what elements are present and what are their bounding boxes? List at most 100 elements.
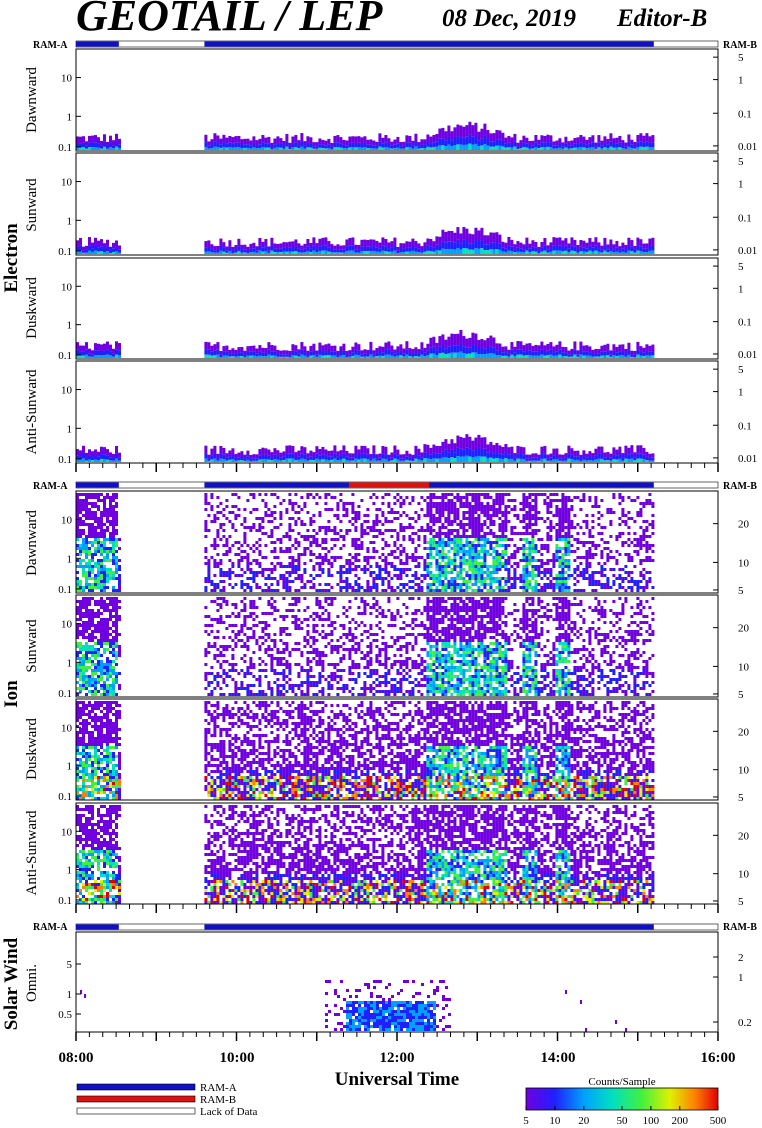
spectrogram-cell <box>109 351 112 356</box>
spectrogram-cell <box>504 565 508 568</box>
spectrogram-cell <box>228 459 232 462</box>
spectrogram-cell <box>76 502 79 505</box>
spectrogram-cell <box>543 544 547 547</box>
spectrogram-cell <box>438 505 442 508</box>
spectrogram-cell <box>88 559 91 562</box>
spectrogram-cell <box>88 660 91 663</box>
spectrogram-cell <box>522 454 526 460</box>
spectrogram-cell <box>411 356 415 358</box>
spectrogram-cell <box>399 142 403 147</box>
spectrogram-cell <box>447 544 451 547</box>
spectrogram-cell <box>213 252 217 254</box>
spectrogram-cell <box>510 553 514 556</box>
spectrogram-cell <box>597 251 601 254</box>
spectrogram-cell <box>318 250 322 254</box>
spectrogram-cell <box>486 532 490 535</box>
spectrogram-cell <box>112 529 115 532</box>
spectrogram-cell <box>474 520 478 523</box>
spectrogram-cell <box>270 142 274 147</box>
spectrogram-cell <box>249 248 253 253</box>
spectrogram-cell <box>642 559 646 562</box>
spectrogram-cell <box>282 580 286 583</box>
spectrogram-cell <box>100 675 103 678</box>
spectrogram-cell <box>393 237 397 246</box>
spectrogram-cell <box>411 140 415 146</box>
spectrogram-cell <box>636 586 640 589</box>
spectrogram-cell <box>582 355 586 358</box>
spectrogram-cell <box>103 589 106 592</box>
spectrogram-cell <box>76 666 79 669</box>
spectrogram-cell <box>558 547 562 550</box>
spectrogram-cell <box>543 502 547 505</box>
spectrogram-cell <box>330 547 334 550</box>
spectrogram-cell <box>519 586 523 589</box>
spectrogram-cell <box>240 574 244 577</box>
spectrogram-cell <box>492 445 496 454</box>
spectrogram-cell <box>576 356 580 358</box>
spectrogram-cell <box>621 350 625 356</box>
spectrogram-cell <box>324 493 328 496</box>
spectrogram-cell <box>372 502 376 505</box>
spectrogram-cell <box>118 343 121 351</box>
spectrogram-cell <box>82 630 85 633</box>
spectrogram-cell <box>79 502 82 505</box>
spectrogram-cell <box>471 550 475 553</box>
spectrogram-cell <box>585 248 589 252</box>
spectrogram-cell <box>504 508 508 511</box>
spectrogram-cell <box>585 553 589 556</box>
spectrogram-cell <box>282 583 286 586</box>
spectrogram-cell <box>88 517 91 520</box>
spectrogram-cell <box>468 233 472 244</box>
spectrogram-cell <box>450 439 454 450</box>
spectrogram-cell <box>501 532 505 535</box>
spectrogram-cell <box>483 505 487 508</box>
spectrogram-cell <box>627 141 631 147</box>
spectrogram-cell <box>549 574 553 577</box>
spectrogram-cell <box>495 508 499 511</box>
spectrogram-cell <box>477 565 481 568</box>
spectrogram-cell <box>396 535 400 538</box>
spectrogram-cell <box>306 142 310 148</box>
spectrogram-cell <box>510 349 514 355</box>
spectrogram-cell <box>633 499 637 502</box>
spectrogram-cell <box>435 458 439 462</box>
spectrogram-cell <box>432 589 436 592</box>
spectrogram-cell <box>648 351 652 356</box>
spectrogram-cell <box>537 345 541 352</box>
spectrogram-cell <box>357 577 361 580</box>
spectrogram-cell <box>642 568 646 571</box>
spectrogram-cell <box>546 249 550 253</box>
spectrogram-cell <box>435 133 439 142</box>
spectrogram-cell <box>390 351 394 356</box>
spectrogram-cell <box>112 517 115 520</box>
spectrogram-cell <box>276 147 280 150</box>
spectrogram-cell <box>387 493 391 496</box>
spectrogram-cell <box>91 684 94 687</box>
spectrogram-cell <box>444 562 448 565</box>
spectrogram-cell <box>76 681 79 684</box>
spectrogram-cell <box>100 529 103 532</box>
spectrogram-cell <box>453 452 457 459</box>
spectrogram-cell <box>118 457 121 461</box>
spectrogram-cell <box>453 505 457 508</box>
spectrogram-cell <box>522 583 526 586</box>
spectrogram-cell <box>327 355 331 358</box>
spectrogram-cell <box>477 571 481 574</box>
spectrogram-cell <box>468 134 472 144</box>
spectrogram-cell <box>468 520 472 523</box>
spectrogram-cell <box>279 354 283 357</box>
spectrogram-cell <box>429 505 433 508</box>
spectrogram-cell <box>339 249 343 253</box>
spectrogram-cell <box>264 246 268 251</box>
spectrogram-cell <box>624 571 628 574</box>
spectrogram-cell <box>118 583 121 586</box>
spectrogram-cell <box>100 684 103 687</box>
spectrogram-cell <box>291 344 295 351</box>
spectrogram-cell <box>543 135 547 143</box>
spectrogram-cell <box>597 505 601 508</box>
spectrogram-cell <box>579 458 583 461</box>
spectrogram-cell <box>339 459 343 462</box>
spectrogram-cell <box>297 568 301 571</box>
spectrogram-cell <box>561 240 565 247</box>
spectrogram-cell <box>474 529 478 532</box>
